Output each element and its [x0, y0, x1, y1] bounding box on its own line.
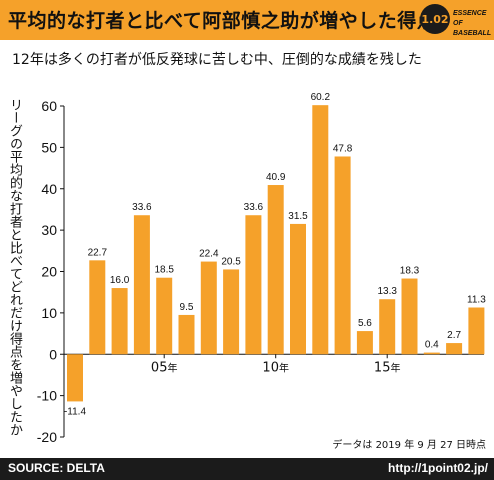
- bar: [200, 261, 217, 355]
- bar: [67, 354, 83, 402]
- bar-value-label: 31.5: [288, 211, 308, 222]
- bar: [356, 331, 373, 355]
- y-tick-label: 60: [41, 98, 57, 114]
- bar-value-label: 40.9: [266, 172, 286, 183]
- data-date-note: データは 2019 年 9 月 27 日時点: [332, 438, 486, 451]
- bar-value-label: 18.5: [154, 265, 174, 276]
- x-tick-label: 15年: [374, 360, 401, 375]
- logo-line2: BASEBALL: [453, 30, 492, 37]
- bar-value-label: 13.3: [377, 286, 397, 297]
- bar: [423, 352, 440, 355]
- source-url: http://1point02.jp/: [388, 461, 488, 475]
- y-tick-label: 50: [41, 139, 57, 155]
- bar: [334, 156, 351, 355]
- bar: [156, 277, 173, 355]
- bar: [111, 288, 128, 355]
- x-tick-label: 05年: [151, 360, 178, 375]
- bar-value-label: 22.4: [199, 249, 219, 260]
- y-tick-label: 40: [41, 181, 57, 197]
- bar-value-label: 60.2: [311, 92, 331, 103]
- chart-subtitle: 12年は多くの打者が低反発球に苦しむ中、圧倒的な成績を残した: [12, 52, 422, 68]
- bar-value-label: 18.3: [400, 266, 420, 277]
- y-axis-label: リーグの平均的な打者と比べてどれだけ得点を増やしたか: [7, 98, 22, 436]
- bar-value-label: 11.3: [467, 294, 486, 305]
- bar: [89, 260, 106, 355]
- bar-value-label: 33.6: [132, 202, 152, 213]
- logo-text: ESSENCE OF BASEBALL: [453, 9, 492, 39]
- bar-value-label: 33.6: [244, 202, 264, 213]
- footer-bar: SOURCE: DELTA http://1point02.jp/: [0, 458, 494, 480]
- bar: [133, 215, 150, 355]
- logo-badge: 1.02: [420, 4, 450, 34]
- y-tick-label: 0: [49, 346, 57, 362]
- bar-value-label: 16.0: [110, 275, 130, 286]
- bar: [267, 185, 284, 355]
- bar: [401, 278, 418, 355]
- chart-title: 平均的な打者と比べて阿部慎之助が増やした得点: [8, 10, 437, 32]
- bar-value-label: 2.7: [447, 330, 461, 341]
- bar: [312, 105, 329, 355]
- y-tick-label: 20: [41, 264, 57, 280]
- bar: [446, 343, 463, 355]
- bar: [290, 223, 306, 355]
- bar-value-label: 9.5: [180, 302, 194, 313]
- bar: [379, 299, 396, 355]
- x-tick-label: 10年: [262, 360, 289, 375]
- header-bar: 平均的な打者と比べて阿部慎之助が増やした得点 1.02 ESSENCE OF B…: [0, 0, 494, 40]
- bar-value-label: 20.5: [221, 256, 241, 267]
- y-tick-label: 10: [41, 305, 57, 321]
- bar: [178, 314, 195, 355]
- bar-value-label: -11.4: [64, 406, 86, 417]
- source-text: SOURCE: DELTA: [8, 461, 105, 475]
- bar: [468, 307, 485, 355]
- logo: 1.02 ESSENCE OF BASEBALL: [420, 4, 492, 39]
- bar-value-label: 0.4: [425, 340, 439, 351]
- bar: [223, 269, 240, 355]
- bar-value-label: 22.7: [88, 247, 108, 258]
- bar-value-label: 5.6: [358, 318, 372, 329]
- y-tick-label: -20: [37, 429, 57, 445]
- y-tick-label: -10: [37, 388, 57, 404]
- logo-line1: ESSENCE OF: [453, 10, 487, 27]
- y-tick-label: 30: [41, 222, 57, 238]
- bar-value-label: 47.8: [333, 143, 353, 154]
- bar: [245, 215, 262, 355]
